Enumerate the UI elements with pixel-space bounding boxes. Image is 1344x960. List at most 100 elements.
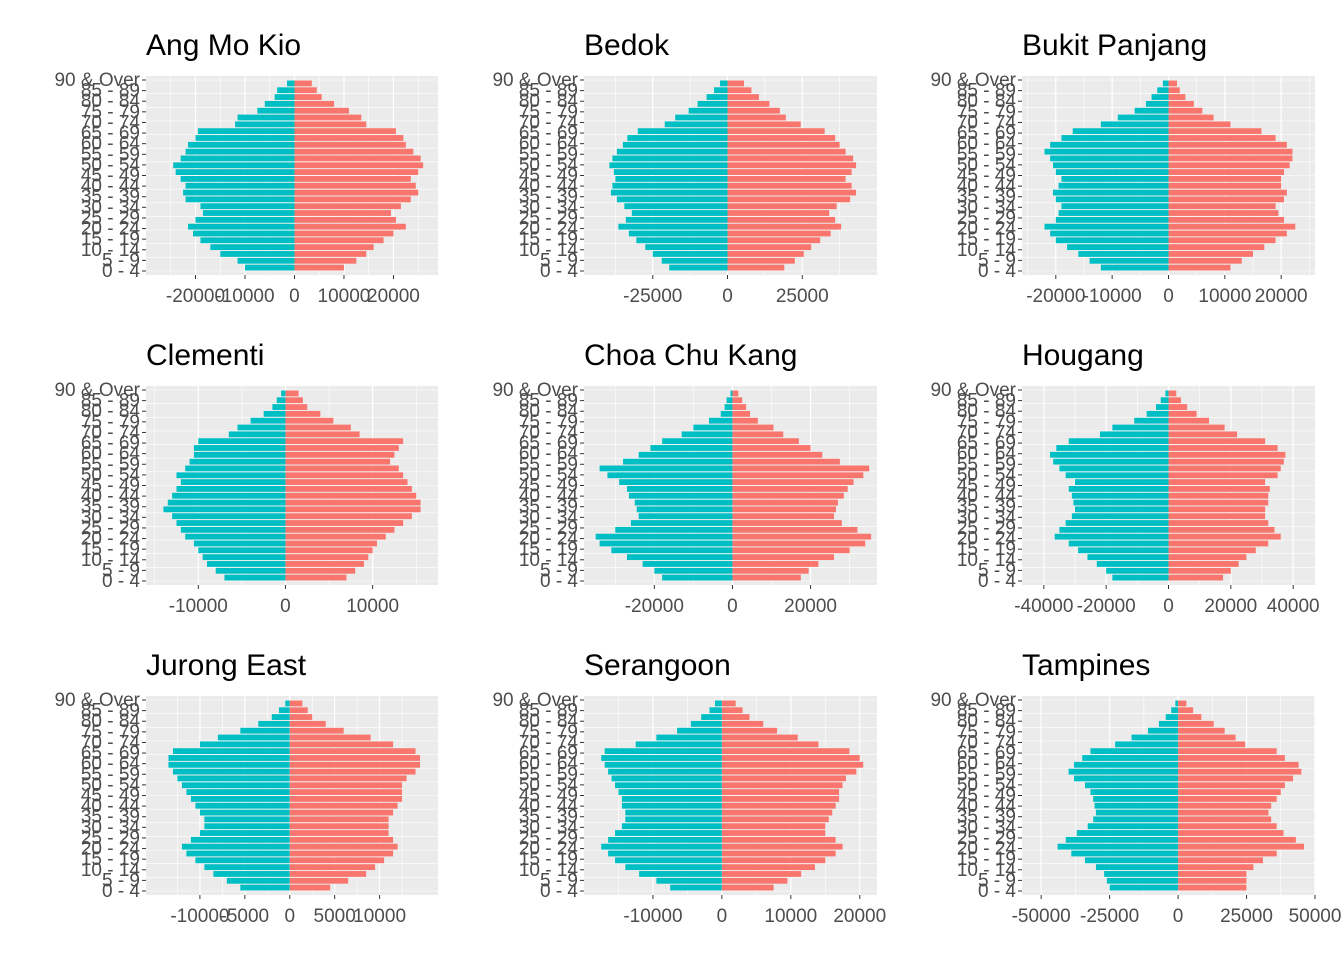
bar-positive: [1168, 107, 1203, 114]
bar-positive: [285, 465, 399, 472]
bar-positive: [732, 486, 848, 492]
bar-positive: [285, 506, 421, 513]
bar-positive: [732, 561, 819, 567]
bar-negative: [1068, 486, 1169, 492]
bar-positive: [732, 513, 835, 520]
bar-negative: [204, 816, 290, 823]
x-tick-label: 0: [1173, 906, 1184, 927]
bar-negative: [276, 397, 286, 404]
bar-positive: [294, 237, 384, 244]
bar-negative: [1044, 223, 1169, 230]
bar-negative: [240, 727, 290, 734]
bar-negative: [1059, 526, 1169, 533]
bar-negative: [604, 761, 722, 768]
bar-positive: [1178, 843, 1305, 850]
bar-negative: [1084, 782, 1179, 789]
y-tick-label: 40 - 44: [81, 486, 141, 507]
bar-negative: [195, 857, 290, 864]
bar-positive: [294, 128, 396, 135]
bar-positive: [1168, 574, 1224, 581]
x-tick-label: 10000: [1198, 286, 1251, 307]
bar-positive: [1168, 492, 1269, 499]
bar-positive: [727, 148, 846, 155]
bar-positive: [727, 100, 770, 107]
bar-positive: [732, 438, 799, 445]
bar-negative: [281, 390, 286, 397]
x-tick-label: 20000: [1204, 596, 1257, 617]
y-tick-label: 75 - 79: [81, 102, 140, 123]
bar-positive: [1168, 445, 1278, 451]
x-tick-label: 20000: [833, 906, 886, 927]
bar-positive: [1178, 727, 1225, 734]
y-tick-label: 85 - 89: [81, 391, 140, 412]
bar-positive: [1168, 121, 1231, 128]
bar-positive: [732, 554, 835, 561]
bar-positive: [727, 244, 812, 251]
bar-positive: [294, 230, 394, 237]
bar-negative: [652, 251, 728, 257]
bar-positive: [285, 404, 308, 410]
bar-negative: [181, 782, 290, 789]
bar-positive: [1178, 768, 1302, 775]
bar-negative: [193, 230, 295, 237]
bar-negative: [188, 223, 295, 230]
y-tick-label: 5 - 9: [540, 250, 578, 271]
bar-positive: [285, 445, 399, 451]
bar-positive: [1168, 176, 1282, 182]
bar-positive: [289, 748, 416, 755]
bar-negative: [599, 465, 733, 472]
y-tick-label: 55 - 59: [957, 144, 1016, 165]
x-tick-label: 20000: [784, 596, 837, 617]
bar-negative: [1165, 714, 1179, 720]
y-tick-label: 55 - 59: [957, 764, 1016, 785]
bar-positive: [1168, 141, 1287, 148]
bar-positive: [721, 761, 864, 768]
bar-positive: [1168, 410, 1197, 417]
bar-positive: [727, 80, 744, 87]
y-tick-label: 50 - 54: [957, 775, 1017, 796]
bar-positive: [285, 424, 351, 431]
x-tick-label: 0: [717, 906, 728, 927]
bar-positive: [732, 574, 801, 581]
bar-negative: [1100, 121, 1169, 128]
bar-positive: [1168, 506, 1266, 513]
bar-positive: [732, 526, 858, 533]
y-tick-label: 80 - 84: [519, 711, 579, 732]
bar-negative: [257, 107, 295, 114]
y-tick-label: 30 - 34: [519, 817, 579, 838]
bar-negative: [636, 506, 733, 513]
y-tick-label: 5 - 9: [540, 870, 578, 891]
y-tick-label: 0 - 4: [540, 571, 578, 592]
bar-positive: [285, 554, 369, 561]
bar-positive: [285, 472, 404, 479]
bar-negative: [627, 135, 728, 141]
bar-positive: [732, 520, 842, 526]
y-tick-label: 5 - 9: [102, 560, 140, 581]
y-tick-label: 40 - 44: [81, 796, 141, 817]
bar-positive: [1168, 210, 1279, 216]
bar-negative: [654, 567, 733, 574]
bar-negative: [1109, 884, 1179, 891]
y-tick-label: 75 - 79: [81, 722, 140, 743]
x-tick-label: 0: [1163, 286, 1174, 307]
x-tick-label: 10000: [353, 906, 406, 927]
bar-positive: [727, 196, 851, 203]
bar-negative: [1115, 741, 1179, 748]
bar-negative: [215, 567, 286, 574]
y-tick-label: 10 - 14: [957, 550, 1017, 571]
x-tick-label: -10000: [1083, 286, 1142, 307]
bar-positive: [1168, 94, 1186, 100]
bar-positive: [721, 871, 802, 877]
bar-negative: [1095, 809, 1179, 816]
bar-negative: [638, 513, 733, 520]
bar-negative: [228, 431, 286, 438]
bar-positive: [727, 189, 857, 196]
y-tick-label: 75 - 79: [957, 412, 1016, 433]
y-tick-label: 35 - 39: [81, 187, 140, 208]
y-tick-label: 15 - 19: [81, 229, 140, 250]
bar-positive: [721, 843, 843, 850]
bar-negative: [193, 445, 286, 451]
y-tick-label: 90 & Over: [930, 70, 1016, 91]
y-tick-label: 35 - 39: [81, 497, 140, 518]
